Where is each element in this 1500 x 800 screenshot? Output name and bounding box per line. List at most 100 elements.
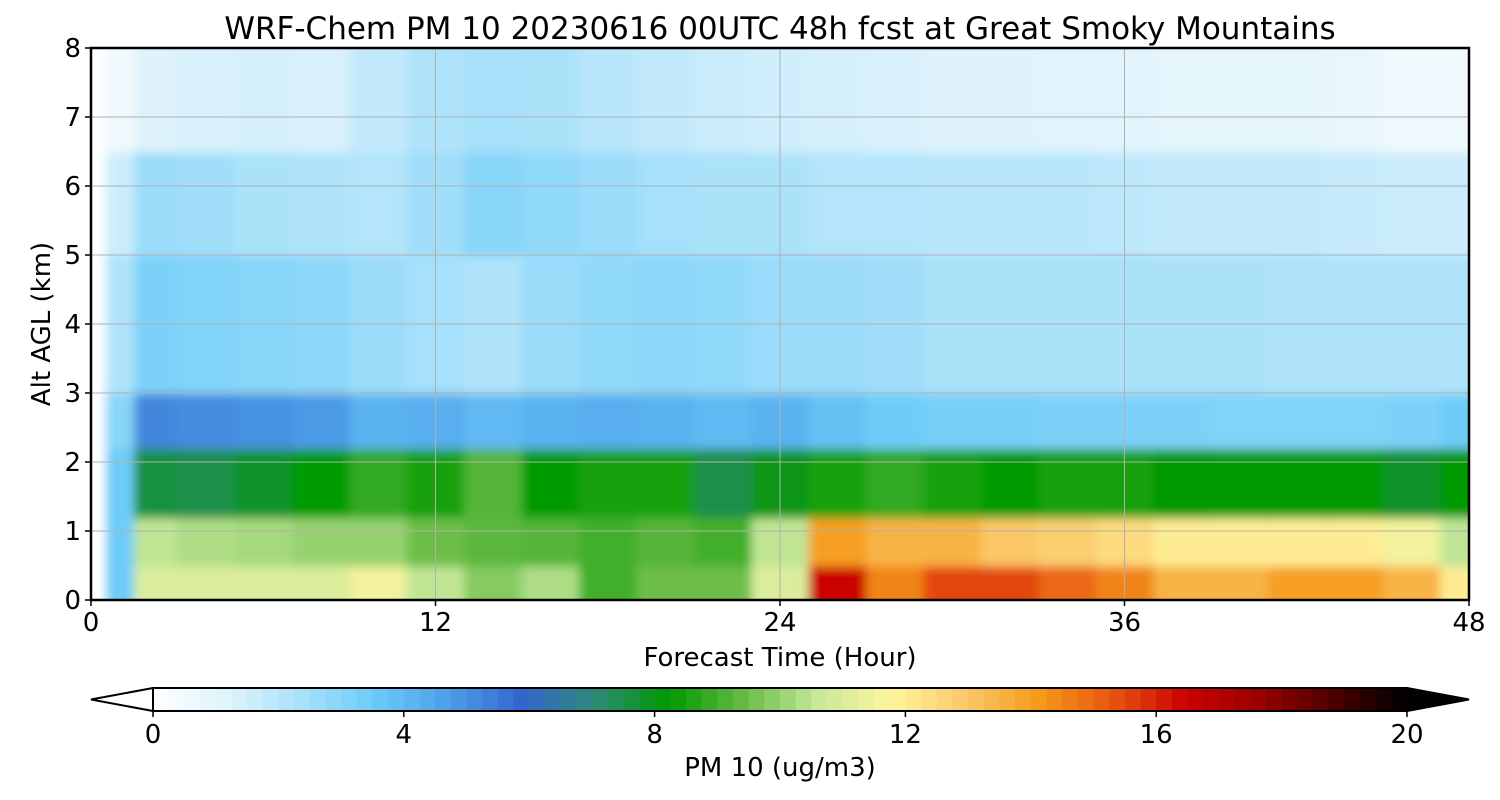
heatmap-cell [105,48,136,153]
colorbar-segment [905,688,922,711]
heatmap-cell [134,393,179,450]
heatmap-cell [1038,48,1097,153]
colorbar-segment [936,688,954,711]
colorbar-segment [482,688,499,711]
y-tick-label: 8 [64,34,81,64]
heatmap-cell [464,151,523,256]
colorbar-segment [419,688,436,711]
heatmap-cell [521,448,580,519]
heatmap-cell [1382,151,1442,256]
colorbar-tick-label: 16 [1140,720,1173,750]
heatmap-cell [105,448,136,519]
heatmap-cell [866,151,925,256]
colorbar-segment [435,688,452,711]
y-tick-label: 6 [64,172,81,202]
colorbar-segment [1203,688,1220,711]
colorbar-low-extend [90,686,154,713]
colorbar-segment [983,688,1001,711]
y-tick-label: 7 [64,103,81,133]
heatmap-cell [693,517,753,567]
heatmap-cell [91,151,107,256]
heatmap-cell [1325,517,1384,567]
colorbar-tick-label: 12 [889,720,922,750]
heatmap-cell [349,565,408,600]
x-axis: 0 12 24 36 48 [83,600,1486,638]
heatmap-cell [981,48,1040,153]
heatmap-cell [234,517,293,567]
heatmap-cell [1440,48,1469,153]
heatmap-cell [349,151,408,256]
heatmap-cell [292,448,351,519]
colorbar-segment [607,688,624,711]
colorbar-segment [1015,688,1032,711]
x-tick-label: 36 [1108,608,1141,638]
colorbar-segment [1312,688,1330,711]
heatmap-cell [636,393,695,450]
colorbar-tick-label: 20 [1390,720,1423,750]
colorbar-segment [780,688,797,711]
heatmap-cell [349,517,408,567]
heatmap-cell [1153,565,1212,600]
heatmap-cell [1268,393,1327,450]
heatmap-cell [105,151,136,256]
heatmap-cell [292,151,351,256]
colorbar-segment [1109,688,1126,711]
colorbar-segment [466,688,483,711]
colorbar-segment [1030,688,1048,711]
heatmap-cell [234,151,293,256]
heatmap-cell [1153,151,1212,256]
colorbar-frame [152,687,1408,712]
heatmap-cell [693,448,753,519]
heatmap-cell [636,448,695,519]
heatmap-cell [1268,151,1327,256]
heatmap-cell [464,517,523,567]
heatmap-cell [292,517,351,567]
heatmap-cell [105,517,136,567]
heatmap-cell [981,517,1040,567]
colorbar-segment [858,688,875,711]
heatmap-cell [292,565,351,600]
heatmap-cell [292,48,351,153]
colorbar-segment [638,688,656,711]
heatmap-cell [349,48,408,153]
colorbar-segment [153,688,170,711]
colorbar-segment [842,688,859,711]
y-axis: 0 1 2 3 4 5 6 7 8 [64,34,91,616]
heatmap-cell [134,48,179,153]
heatmap-cell [1325,151,1384,256]
pm10-contour-field [91,48,1469,600]
heatmap-cell [808,48,868,153]
colorbar-segment [184,688,201,711]
heatmap-cell [1268,448,1327,519]
colorbar-segment [356,688,374,711]
y-tick-label: 5 [64,241,81,271]
heatmap-cell [808,517,868,567]
y-tick-label: 0 [64,586,81,616]
colorbar-segment [921,688,938,711]
heatmap-cell [1325,393,1384,450]
colorbar-segment [1250,688,1267,711]
colorbar-segment [1265,688,1283,711]
colorbar-segment [717,688,734,711]
heatmap-cell [1153,517,1212,567]
heatmap-cell [91,48,107,153]
colorbar-segment [623,688,640,711]
heatmap-cell [177,517,236,567]
heatmap-cell [923,393,982,450]
colorbar-segment [372,688,389,711]
heatmap-cell [1382,448,1442,519]
heatmap-cell [1268,517,1327,567]
x-tick-label: 12 [419,608,452,638]
colorbar-segment [309,688,327,711]
colorbar-segment [701,688,718,711]
colorbar-segment [1218,688,1236,711]
colorbar-segment [200,688,217,711]
colorbar-segment [168,688,185,711]
heatmap-cell [177,393,236,450]
heatmap-cell [1153,48,1212,153]
heatmap-cell [464,565,523,600]
heatmap-cell [1210,151,1269,256]
heatmap-cell [1440,151,1469,256]
colorbar-segment [1077,688,1095,711]
